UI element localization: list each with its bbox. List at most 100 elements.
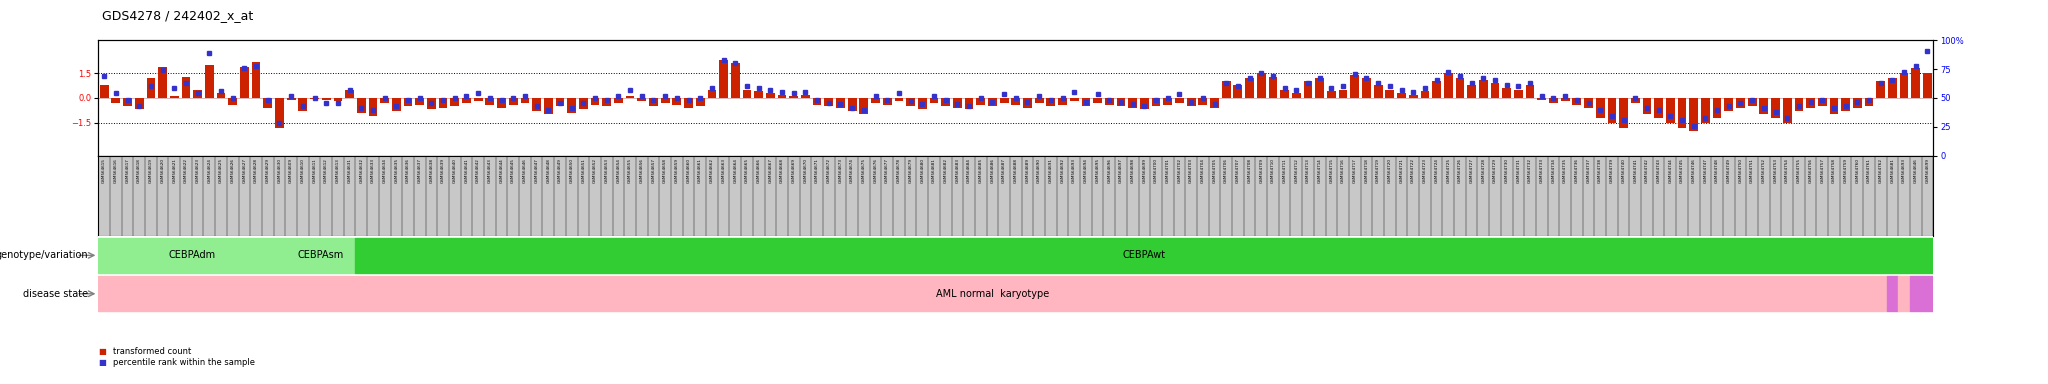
Bar: [111, 98, 121, 103]
Bar: [285, 238, 356, 273]
Text: GSM564691: GSM564691: [1049, 158, 1053, 183]
Text: GSM564628: GSM564628: [254, 158, 258, 183]
Bar: [1059, 98, 1067, 104]
Bar: [987, 98, 997, 106]
Bar: [135, 98, 143, 109]
Bar: [1665, 98, 1675, 122]
Text: GSM564716: GSM564716: [1341, 158, 1346, 183]
Bar: [346, 90, 354, 98]
Text: GSM564647: GSM564647: [535, 158, 539, 183]
Text: GSM564714: GSM564714: [1317, 158, 1321, 183]
Text: GSM564633: GSM564633: [371, 158, 375, 183]
Text: GSM564638: GSM564638: [430, 158, 434, 183]
Bar: [1116, 98, 1126, 106]
Text: GSM564624: GSM564624: [207, 158, 211, 183]
Text: GSM564744: GSM564744: [1669, 158, 1673, 183]
Text: GSM564715: GSM564715: [1329, 158, 1333, 183]
Text: percentile rank within the sample: percentile rank within the sample: [113, 358, 254, 367]
Text: GSM564648: GSM564648: [547, 158, 551, 183]
Bar: [182, 76, 190, 98]
Bar: [1327, 91, 1335, 98]
Text: GSM564699: GSM564699: [1143, 158, 1147, 183]
Text: GSM564711: GSM564711: [1282, 158, 1286, 183]
Text: GSM564695: GSM564695: [1096, 158, 1100, 183]
Bar: [883, 98, 891, 104]
Bar: [1898, 276, 1911, 311]
Bar: [719, 60, 727, 98]
Bar: [614, 98, 623, 103]
Text: GSM564657: GSM564657: [651, 158, 655, 183]
Text: GSM564616: GSM564616: [115, 158, 119, 183]
Bar: [1702, 98, 1710, 122]
Text: GSM564741: GSM564741: [1632, 158, 1636, 183]
Bar: [369, 98, 377, 116]
Text: GSM564726: GSM564726: [1458, 158, 1462, 183]
Bar: [602, 98, 610, 106]
Text: GSM564753: GSM564753: [1774, 158, 1778, 183]
Bar: [1491, 83, 1499, 98]
Bar: [451, 98, 459, 106]
Bar: [334, 98, 342, 101]
Bar: [1176, 98, 1184, 103]
Bar: [1712, 98, 1722, 118]
Text: GSM564669: GSM564669: [793, 158, 797, 183]
Text: GSM564679: GSM564679: [909, 158, 913, 183]
Text: GSM564654: GSM564654: [616, 158, 621, 183]
Text: GSM564609: GSM564609: [289, 158, 293, 183]
Bar: [1585, 98, 1593, 108]
Text: GSM564731: GSM564731: [1516, 158, 1520, 183]
Bar: [1106, 98, 1114, 104]
Bar: [1081, 98, 1090, 106]
Text: GSM564698: GSM564698: [1130, 158, 1135, 183]
Text: GSM564626: GSM564626: [231, 158, 236, 183]
Bar: [100, 85, 109, 98]
Bar: [498, 98, 506, 108]
Bar: [1759, 98, 1767, 114]
Bar: [1305, 81, 1313, 98]
Text: GSM564662: GSM564662: [711, 158, 715, 183]
Text: GSM564650: GSM564650: [569, 158, 573, 183]
Bar: [1223, 81, 1231, 98]
Text: GSM564681: GSM564681: [1890, 158, 1894, 183]
Bar: [356, 98, 367, 113]
Text: GSM564725: GSM564725: [1446, 158, 1450, 183]
Bar: [1315, 78, 1325, 98]
Bar: [1432, 81, 1442, 98]
Bar: [731, 63, 739, 98]
Text: GSM564740: GSM564740: [1622, 158, 1626, 183]
Bar: [1012, 98, 1020, 104]
Bar: [1772, 98, 1780, 118]
Text: GSM564627: GSM564627: [242, 158, 246, 183]
Bar: [567, 98, 575, 113]
Text: GSM564761: GSM564761: [1868, 158, 1872, 183]
Bar: [1233, 85, 1243, 98]
Bar: [1257, 73, 1266, 98]
Bar: [1128, 98, 1137, 108]
Bar: [170, 96, 178, 98]
Text: GSM564733: GSM564733: [1540, 158, 1544, 183]
Text: GSM564728: GSM564728: [1481, 158, 1485, 183]
Bar: [1677, 98, 1686, 127]
Text: AML normal  karyotype: AML normal karyotype: [936, 289, 1049, 299]
Text: GSM564738: GSM564738: [1597, 158, 1602, 183]
Bar: [965, 98, 973, 109]
Bar: [1444, 73, 1452, 98]
Text: GSM564703: GSM564703: [1190, 158, 1194, 183]
Bar: [1747, 98, 1757, 106]
Bar: [545, 98, 553, 114]
Text: GSM564699: GSM564699: [1925, 158, 1929, 183]
Bar: [1268, 76, 1278, 98]
Text: GSM564634: GSM564634: [383, 158, 387, 183]
Text: GSM564735: GSM564735: [1563, 158, 1567, 183]
Bar: [1479, 80, 1487, 98]
Bar: [309, 98, 319, 99]
Text: GSM564730: GSM564730: [1505, 158, 1509, 183]
Text: GSM564745: GSM564745: [1679, 158, 1683, 183]
Text: GSM564747: GSM564747: [1704, 158, 1708, 183]
Bar: [1901, 73, 1909, 98]
Bar: [287, 98, 295, 99]
Bar: [274, 98, 285, 127]
Text: GSM564685: GSM564685: [979, 158, 983, 183]
Text: GSM564659: GSM564659: [676, 158, 678, 183]
Bar: [788, 96, 799, 98]
